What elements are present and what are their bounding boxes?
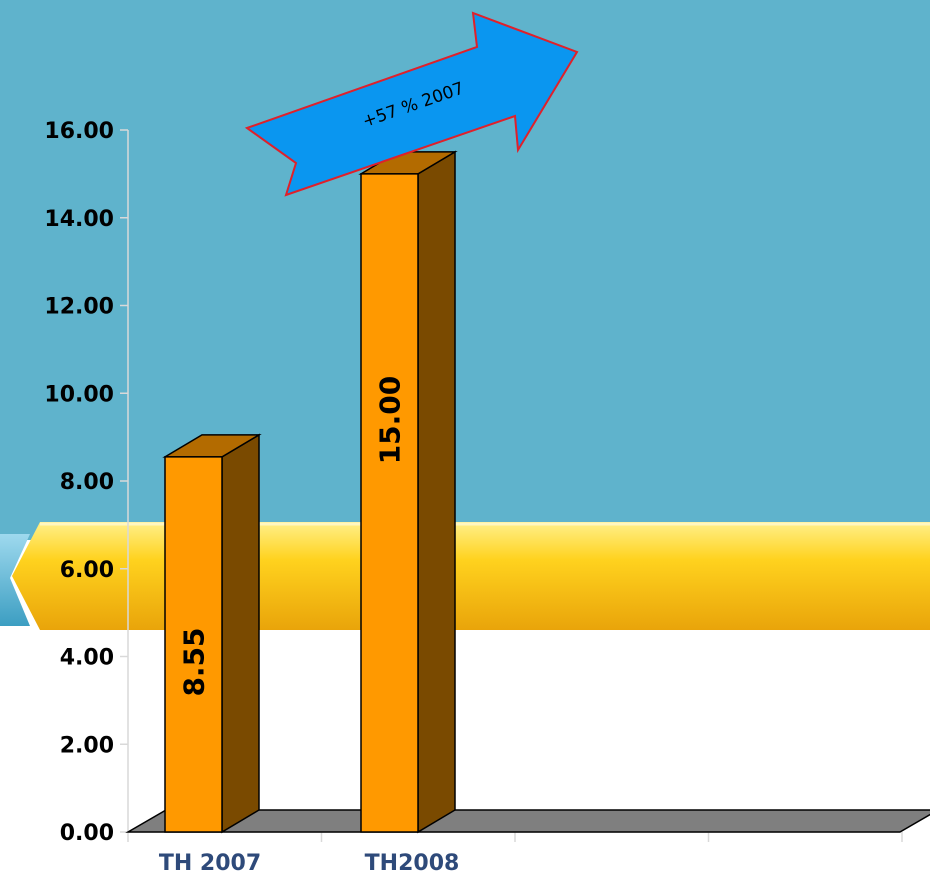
x-category-label: TH 2007 xyxy=(159,851,261,876)
y-tick-label: 0.00 xyxy=(60,821,114,846)
y-tick-label: 12.00 xyxy=(44,295,114,320)
bar-side-face xyxy=(418,152,455,832)
y-tick-label: 6.00 xyxy=(60,558,114,583)
bar-th2008: 15.00 xyxy=(361,152,455,832)
bar-th-2007: 8.55 xyxy=(165,435,259,832)
y-tick-label: 2.00 xyxy=(60,733,114,758)
y-tick-label: 16.00 xyxy=(44,119,114,144)
decorative-band xyxy=(12,522,930,630)
bar-side-face xyxy=(222,435,259,832)
y-tick-label: 4.00 xyxy=(60,646,114,671)
y-tick-label: 8.00 xyxy=(60,470,114,495)
bar-data-label: 8.55 xyxy=(178,627,211,696)
bar-front-face xyxy=(361,174,418,832)
y-tick-label: 10.00 xyxy=(44,382,114,407)
bar-data-label: 15.00 xyxy=(374,376,407,465)
x-category-label: TH2008 xyxy=(365,851,460,876)
y-tick-label: 14.00 xyxy=(44,207,114,232)
